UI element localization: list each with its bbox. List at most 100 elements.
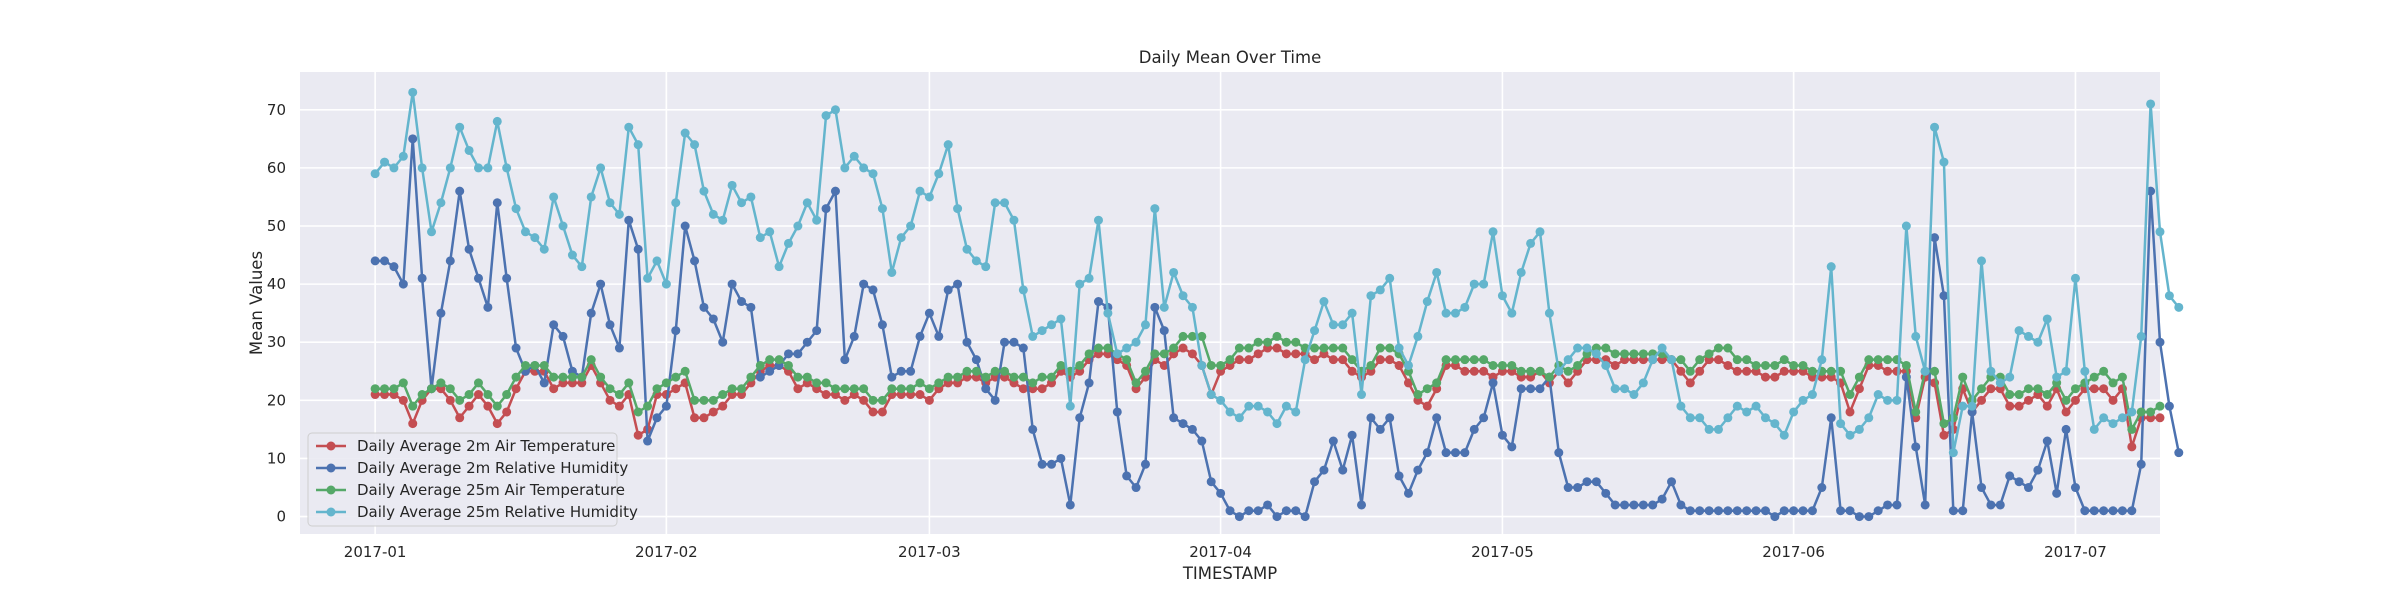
data-point	[1958, 401, 1968, 411]
data-point	[1892, 500, 1902, 510]
data-point	[1469, 279, 1479, 289]
data-point	[2005, 471, 2015, 481]
data-point	[906, 366, 916, 376]
legend-entry-2m-relative-humidity: Daily Average 2m Relative Humidity	[316, 459, 628, 477]
data-point	[859, 279, 869, 289]
data-point	[1056, 360, 1066, 370]
data-point	[1244, 506, 1254, 516]
data-point	[2146, 407, 2156, 417]
data-point	[1103, 343, 1113, 353]
data-point	[1084, 349, 1094, 359]
data-point	[2061, 366, 2071, 376]
data-point	[2033, 465, 2043, 475]
data-point	[1610, 360, 1620, 370]
data-point	[840, 355, 850, 365]
data-point	[1807, 506, 1817, 516]
data-point	[802, 198, 812, 208]
data-point	[502, 390, 512, 400]
data-point	[1197, 331, 1207, 341]
data-point	[1234, 413, 1244, 423]
data-point	[1413, 331, 1423, 341]
data-point	[2089, 506, 2099, 516]
data-point	[445, 163, 455, 173]
data-point	[1018, 343, 1028, 353]
data-point	[2155, 413, 2165, 423]
data-point	[1601, 360, 1611, 370]
y-tick-labels: 0 10 20 30 40 50 60 70	[267, 101, 286, 526]
data-point	[1657, 343, 1667, 353]
data-point	[2014, 477, 2024, 487]
data-point	[2127, 424, 2137, 434]
data-point	[1197, 360, 1207, 370]
data-point	[906, 384, 916, 394]
data-point	[1366, 360, 1376, 370]
data-point	[1479, 366, 1489, 376]
data-point	[1018, 285, 1028, 295]
data-point	[934, 169, 944, 179]
data-point	[464, 401, 474, 411]
data-point	[1018, 372, 1028, 382]
data-point	[859, 395, 869, 405]
data-point	[1563, 483, 1573, 493]
data-point	[1958, 506, 1968, 516]
data-point	[1798, 360, 1808, 370]
data-point	[1488, 378, 1498, 388]
data-point	[1620, 500, 1630, 510]
data-point	[699, 413, 709, 423]
data-point	[1563, 355, 1573, 365]
legend-marker	[326, 507, 336, 517]
data-point	[887, 372, 897, 382]
data-point	[2099, 506, 2109, 516]
data-point	[1216, 395, 1226, 405]
data-point	[605, 320, 615, 330]
data-point	[1084, 378, 1094, 388]
data-point	[1375, 343, 1385, 353]
data-point	[1469, 355, 1479, 365]
data-point	[1310, 477, 1320, 487]
data-point	[2108, 419, 2118, 429]
data-point	[1845, 390, 1855, 400]
data-point	[962, 366, 972, 376]
data-point	[1216, 488, 1226, 498]
y-tick-label: 50	[267, 217, 286, 235]
data-point	[1479, 355, 1489, 365]
data-point	[1685, 378, 1695, 388]
data-point	[464, 145, 474, 155]
data-point	[840, 395, 850, 405]
data-point	[718, 337, 728, 347]
data-point	[690, 140, 700, 150]
data-point	[1854, 384, 1864, 394]
data-point	[718, 390, 728, 400]
data-point	[502, 407, 512, 417]
data-point	[492, 401, 502, 411]
data-point	[765, 227, 775, 237]
data-point	[990, 395, 1000, 405]
data-point	[1244, 343, 1254, 353]
data-point	[1920, 500, 1930, 510]
data-point	[868, 407, 878, 417]
data-point	[943, 140, 953, 150]
data-point	[1883, 366, 1893, 376]
data-point	[1206, 477, 1216, 487]
data-point	[859, 384, 869, 394]
data-point	[755, 360, 765, 370]
data-point	[1347, 308, 1357, 318]
data-point	[624, 378, 634, 388]
data-point	[915, 331, 925, 341]
data-point	[1253, 337, 1263, 347]
data-point	[802, 337, 812, 347]
data-point	[1319, 343, 1329, 353]
data-point	[1075, 360, 1085, 370]
data-point	[2155, 227, 2165, 237]
x-tick-label: 2017-03	[898, 543, 961, 561]
data-point	[614, 401, 624, 411]
data-point	[1366, 413, 1376, 423]
data-point	[1056, 453, 1066, 463]
data-point	[1807, 366, 1817, 376]
data-point	[1573, 343, 1583, 353]
data-point	[1657, 494, 1667, 504]
data-point	[2108, 378, 2118, 388]
data-point	[1845, 407, 1855, 417]
data-point	[1930, 366, 1940, 376]
